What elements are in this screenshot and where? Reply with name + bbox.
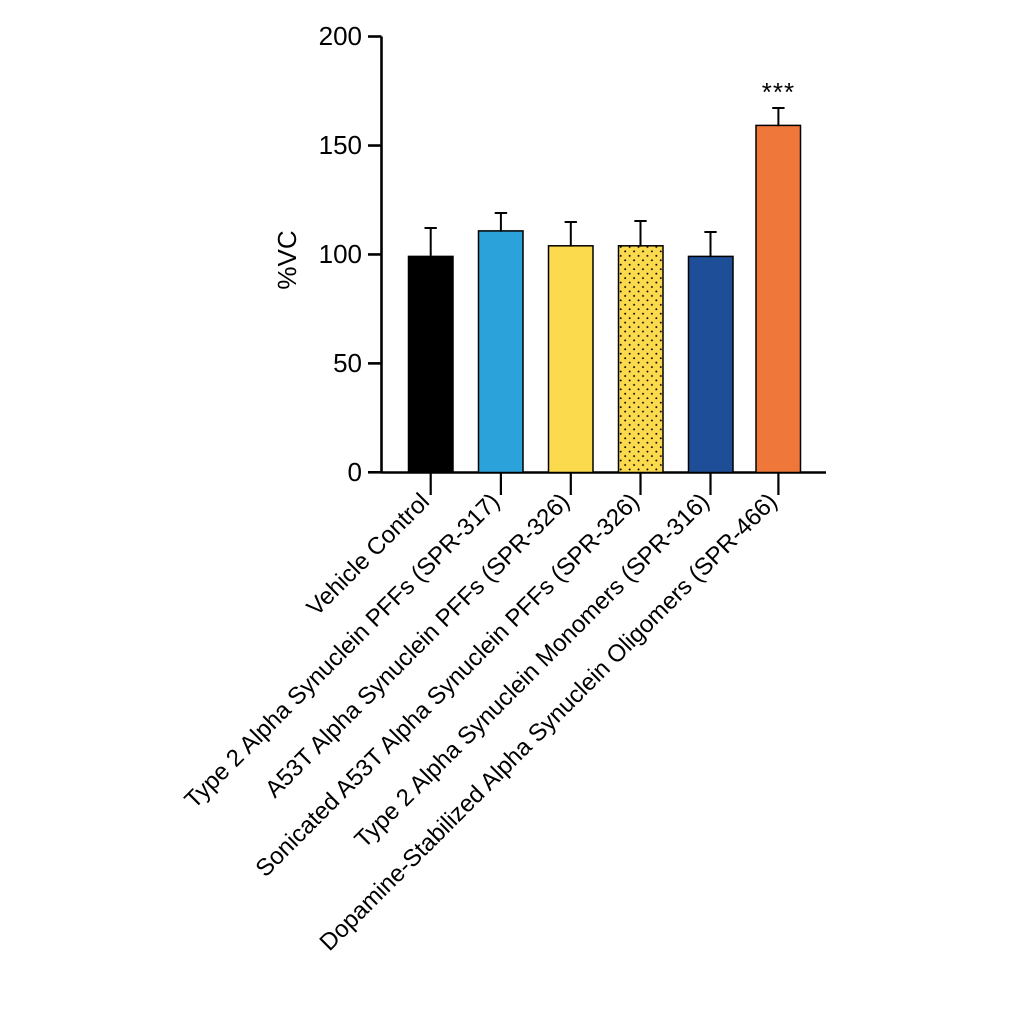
svg-text:%VC: %VC [272,230,302,289]
svg-text:100: 100 [319,239,362,269]
svg-text:200: 200 [319,21,362,51]
svg-text:Vehicle Control: Vehicle Control [302,488,435,621]
svg-text:***: *** [762,77,795,107]
svg-text:Dopamine-Stabilized Alpha Synu: Dopamine-Stabilized Alpha Synuclein Olig… [315,488,783,956]
svg-text:50: 50 [333,348,362,378]
svg-text:150: 150 [319,130,362,160]
svg-text:0: 0 [348,457,362,487]
